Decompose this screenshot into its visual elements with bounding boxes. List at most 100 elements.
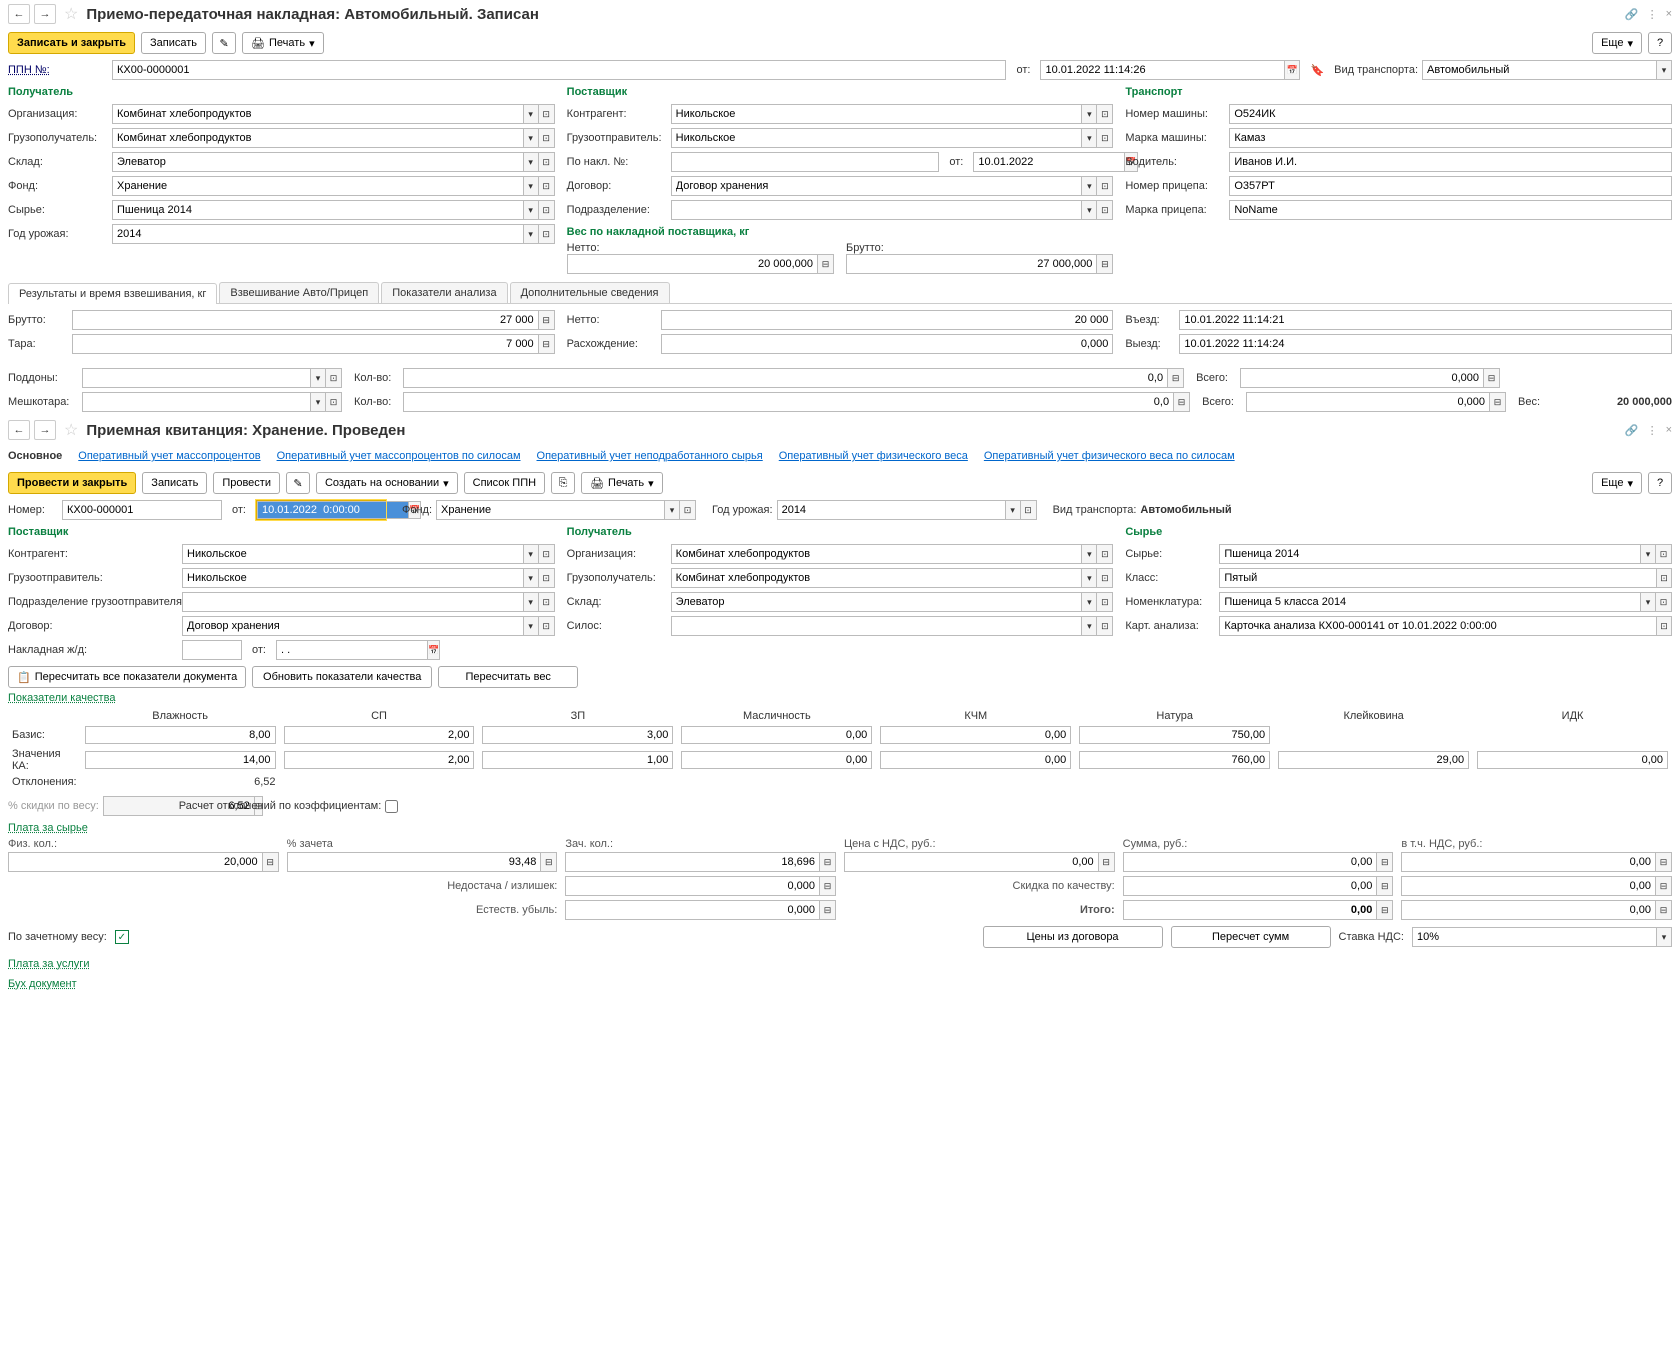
invoice-input[interactable] bbox=[671, 152, 940, 172]
t-in[interactable] bbox=[1179, 310, 1672, 330]
counterparty-2[interactable] bbox=[182, 544, 523, 564]
pct-input[interactable] bbox=[287, 852, 542, 872]
consignee-input[interactable] bbox=[112, 128, 523, 148]
contract-2[interactable] bbox=[182, 616, 523, 636]
division-input[interactable] bbox=[671, 200, 1082, 220]
basis-4[interactable] bbox=[880, 726, 1071, 744]
car-num-input[interactable] bbox=[1229, 104, 1672, 124]
year-input[interactable] bbox=[112, 224, 523, 244]
car-brand-input[interactable] bbox=[1229, 128, 1672, 148]
forward-button[interactable]: → bbox=[34, 4, 56, 24]
qty1[interactable] bbox=[403, 368, 1168, 388]
t-tara[interactable] bbox=[72, 334, 539, 354]
counterparty-input[interactable] bbox=[671, 104, 1082, 124]
bux-header[interactable]: Бух документ bbox=[8, 978, 77, 990]
nomen-input[interactable] bbox=[1219, 592, 1640, 612]
netto-input[interactable] bbox=[567, 254, 818, 274]
pencil-button-2[interactable]: ✎ bbox=[286, 472, 310, 494]
star-icon[interactable]: ☆ bbox=[64, 4, 78, 24]
help-button[interactable]: ? bbox=[1648, 32, 1672, 54]
from-input[interactable] bbox=[1040, 60, 1284, 80]
fund-input-2[interactable] bbox=[436, 500, 664, 520]
driver-input[interactable] bbox=[1229, 152, 1672, 172]
copy-button[interactable]: ⎘ bbox=[551, 472, 575, 494]
total1[interactable] bbox=[1240, 368, 1484, 388]
basis-1[interactable] bbox=[284, 726, 475, 744]
nav-link-3[interactable]: Оперативный учет неподработанного сырья bbox=[537, 450, 763, 462]
qual-header[interactable]: Показатели качества bbox=[8, 692, 115, 704]
print-button-2[interactable]: 🖨 Печать ▾ bbox=[581, 472, 663, 494]
star-icon[interactable]: ☆ bbox=[64, 420, 78, 440]
nav-link-4[interactable]: Оперативный учет физического веса bbox=[779, 450, 968, 462]
basis-3[interactable] bbox=[681, 726, 872, 744]
bycredit-checkbox[interactable]: ✓ bbox=[115, 930, 129, 944]
warehouse-input[interactable] bbox=[112, 152, 523, 172]
ka-3[interactable] bbox=[681, 751, 872, 769]
basis-0[interactable] bbox=[85, 726, 276, 744]
vat-rate-input[interactable] bbox=[1412, 927, 1656, 947]
consignor-2[interactable] bbox=[182, 568, 523, 588]
trailer-num-input[interactable] bbox=[1229, 176, 1672, 196]
raw-input[interactable] bbox=[112, 200, 523, 220]
ka-1[interactable] bbox=[284, 751, 475, 769]
tab-results[interactable]: Результаты и время взвешивания, кг bbox=[8, 283, 217, 304]
raw-2[interactable] bbox=[1219, 544, 1640, 564]
sum-input[interactable] bbox=[1123, 852, 1378, 872]
vat3-input[interactable] bbox=[1401, 900, 1656, 920]
warehouse-2[interactable] bbox=[671, 592, 1082, 612]
basis-5[interactable] bbox=[1079, 726, 1270, 744]
calendar-icon[interactable]: 📅 bbox=[427, 640, 440, 660]
org-2[interactable] bbox=[671, 544, 1082, 564]
link-icon[interactable]: 🔗 bbox=[1625, 424, 1639, 437]
trailer-brand-input[interactable] bbox=[1229, 200, 1672, 220]
tab-extra[interactable]: Дополнительные сведения bbox=[510, 282, 670, 303]
natural-input[interactable] bbox=[565, 900, 820, 920]
ppn-list-button[interactable]: Список ППН bbox=[464, 472, 545, 494]
ka-4[interactable] bbox=[880, 751, 1071, 769]
recalc-weight-button[interactable]: Пересчитать вес bbox=[438, 666, 578, 688]
credit-input[interactable] bbox=[565, 852, 820, 872]
shortage-input[interactable] bbox=[565, 876, 820, 896]
post-close-button[interactable]: Провести и закрыть bbox=[8, 472, 136, 494]
contract-input[interactable] bbox=[671, 176, 1082, 196]
invoice-from-input[interactable] bbox=[973, 152, 1124, 172]
more-button-2[interactable]: Еще ▾ bbox=[1592, 472, 1642, 494]
ppn-input[interactable] bbox=[112, 60, 1006, 80]
pay-header[interactable]: Плата за сырье bbox=[8, 822, 88, 834]
tab-analysis[interactable]: Показатели анализа bbox=[381, 282, 507, 303]
coef-checkbox[interactable] bbox=[385, 800, 398, 813]
silo-input[interactable] bbox=[671, 616, 1082, 636]
year-input-2[interactable] bbox=[777, 500, 1005, 520]
nav-link-1[interactable]: Оперативный учет массопроцентов bbox=[78, 450, 260, 462]
help-button-2[interactable]: ? bbox=[1648, 472, 1672, 494]
t-out[interactable] bbox=[1179, 334, 1672, 354]
bags-input[interactable] bbox=[82, 392, 310, 412]
consignor-input[interactable] bbox=[671, 128, 1082, 148]
vat2-input[interactable] bbox=[1401, 876, 1656, 896]
calendar-icon[interactable]: 📅 bbox=[1284, 60, 1300, 80]
transport-type-input[interactable] bbox=[1422, 60, 1656, 80]
nav-link-5[interactable]: Оперативный учет физического веса по сил… bbox=[984, 450, 1235, 462]
basis-2[interactable] bbox=[482, 726, 673, 744]
ppn-label[interactable]: ППН №: bbox=[8, 64, 108, 76]
close-icon[interactable]: × bbox=[1666, 424, 1672, 437]
fund-input[interactable] bbox=[112, 176, 523, 196]
total-input[interactable] bbox=[1123, 900, 1378, 920]
t-brutto[interactable] bbox=[72, 310, 539, 330]
consignor-div[interactable] bbox=[182, 592, 523, 612]
consignee-2[interactable] bbox=[671, 568, 1082, 588]
brutto-input[interactable] bbox=[846, 254, 1097, 274]
save-close-button[interactable]: Записать и закрыть bbox=[8, 32, 135, 54]
recalc-all-button[interactable]: 📋 Пересчитать все показатели документа bbox=[8, 666, 246, 688]
ka-0[interactable] bbox=[85, 751, 276, 769]
close-icon[interactable]: × bbox=[1666, 8, 1672, 21]
card-input[interactable] bbox=[1219, 616, 1656, 636]
ka-7[interactable] bbox=[1477, 751, 1668, 769]
post-button[interactable]: Провести bbox=[213, 472, 280, 494]
save-button[interactable]: Записать bbox=[141, 32, 206, 54]
tab-auto[interactable]: Взвешивание Авто/Прицеп bbox=[219, 282, 379, 303]
prices-button[interactable]: Цены из договора bbox=[983, 926, 1163, 948]
class-input[interactable] bbox=[1219, 568, 1656, 588]
rail-from[interactable] bbox=[276, 640, 427, 660]
back-button-2[interactable]: ← bbox=[8, 420, 30, 440]
